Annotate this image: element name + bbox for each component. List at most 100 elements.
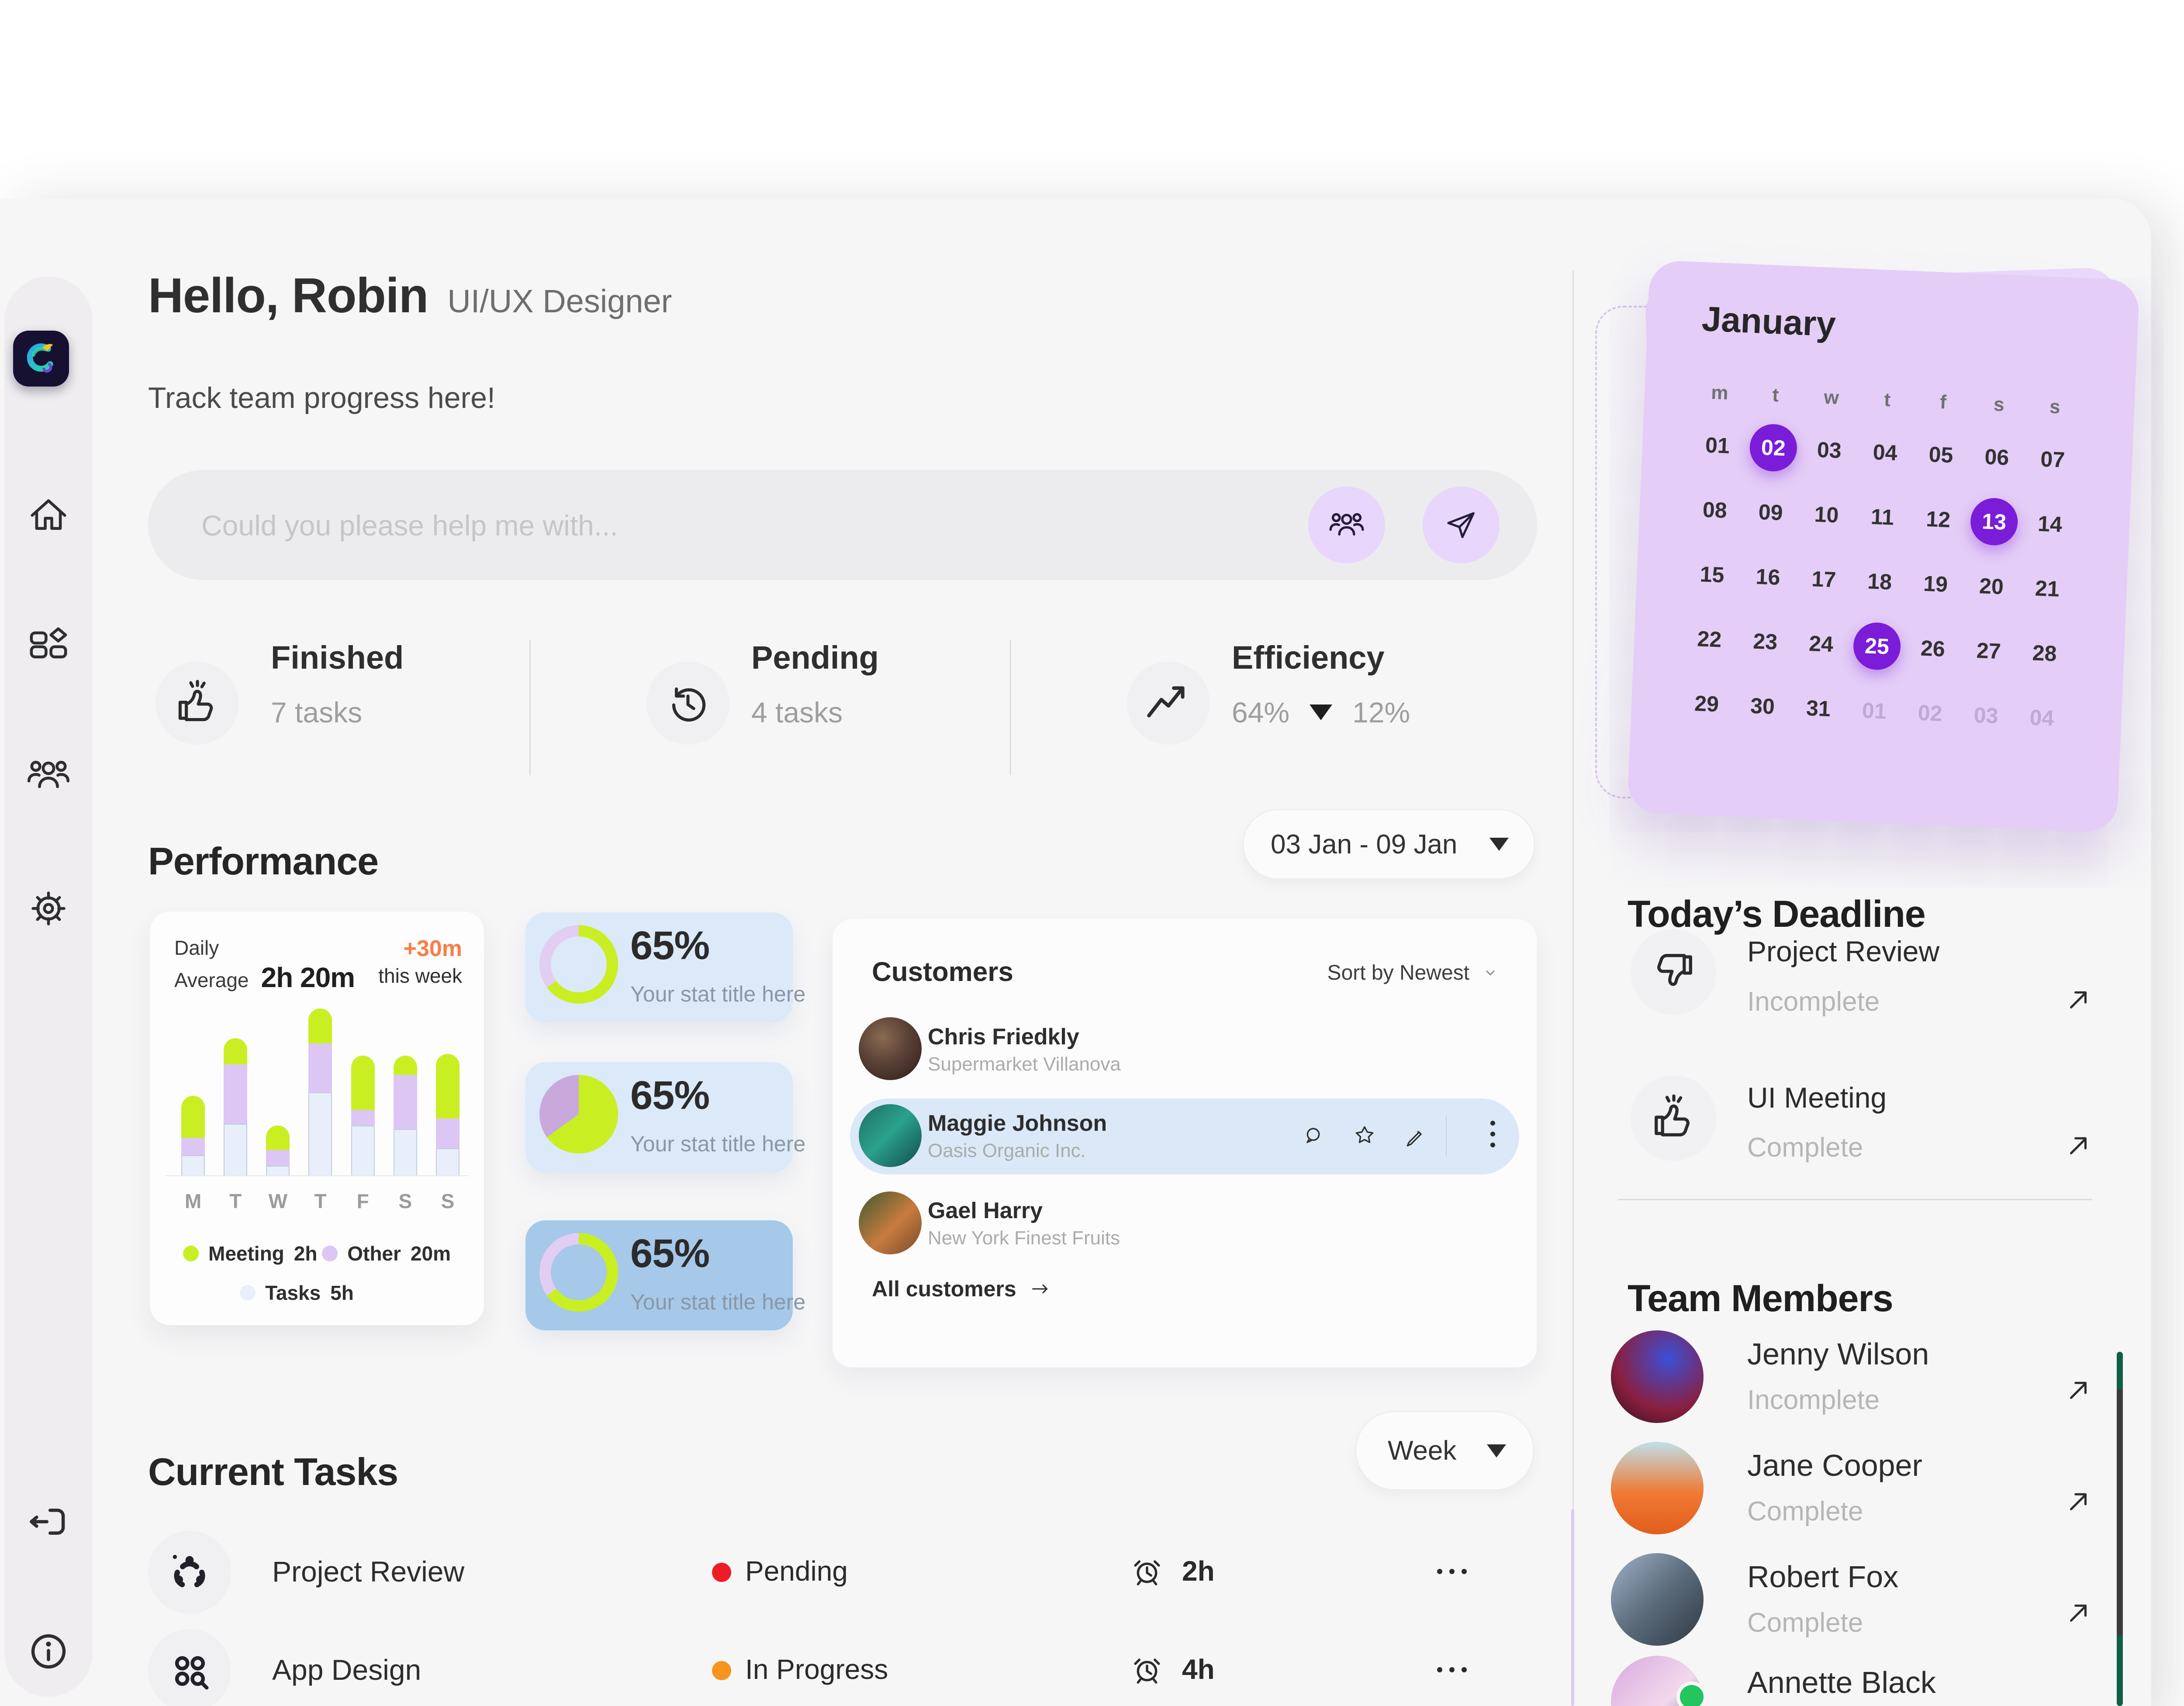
team-scrollbar-thumb[interactable] xyxy=(2117,1389,2123,1636)
calendar-day-06[interactable]: 06 xyxy=(1984,444,2010,470)
calendar-day-01-next[interactable]: 01 xyxy=(1861,698,1887,724)
efficiency-value-row: 64% 12% xyxy=(1232,696,1410,729)
calendar-day-25[interactable]: 25 xyxy=(1848,613,1906,680)
customer-row-selected[interactable] xyxy=(850,1098,1519,1174)
calendar-day-29[interactable]: 29 xyxy=(1694,691,1720,717)
tasks-range-dropdown[interactable]: Week xyxy=(1355,1411,1534,1490)
app-logo[interactable] xyxy=(13,331,69,387)
weekday-header: s xyxy=(2049,396,2061,418)
calendar-day-24[interactable]: 24 xyxy=(1808,631,1834,657)
calendar-card: January m t w t f s s 01 02 03 04 05 06 07 08 09 10 11 12… xyxy=(1627,259,2140,833)
calendar-day-02[interactable]: 02 xyxy=(1744,414,1803,481)
open-link-arrow-icon[interactable] xyxy=(2062,1374,2095,1407)
deadline-item-title: UI Meeting xyxy=(1747,1081,1887,1114)
tasks-scrollbar-thumb[interactable] xyxy=(1571,1509,1574,1706)
calendar-day-22[interactable]: 22 xyxy=(1697,626,1722,652)
calendar-day-31[interactable]: 31 xyxy=(1806,695,1831,722)
all-customers-link[interactable]: All customers xyxy=(872,1276,1051,1302)
bar-segment-meeting xyxy=(224,1038,248,1064)
efficiency-delta: 12% xyxy=(1352,696,1410,729)
daily-average-value: 2h 20m xyxy=(261,962,356,994)
chart-legend: Meeting 2h Other 20m Tasks 5h xyxy=(172,1242,462,1305)
chameleon-logo-icon xyxy=(27,343,53,373)
status-dot xyxy=(712,1661,731,1680)
open-link-arrow-icon[interactable] xyxy=(2062,1485,2095,1519)
calendar-day-26[interactable]: 26 xyxy=(1920,635,1946,661)
chart-bar-0 xyxy=(181,1096,205,1176)
thumbs-up-icon xyxy=(170,677,224,730)
calendar-day-20[interactable]: 20 xyxy=(1979,573,2004,599)
stat-card-visual-0 xyxy=(539,925,618,1004)
more-options-icon[interactable] xyxy=(1490,1121,1495,1147)
calendar-day-19[interactable]: 19 xyxy=(1923,571,1949,597)
sidebar-item-info[interactable] xyxy=(22,1625,75,1678)
calendar-day-13[interactable]: 13 xyxy=(1965,488,2023,555)
calendar-day-30[interactable]: 30 xyxy=(1750,693,1776,719)
sidebar-item-logout[interactable] xyxy=(22,1495,75,1548)
open-link-arrow-icon[interactable] xyxy=(2062,1129,2095,1163)
date-range-dropdown[interactable]: 03 Jan - 09 Jan xyxy=(1243,809,1535,879)
open-link-arrow-icon[interactable] xyxy=(2062,1597,2095,1630)
paper-plane-icon xyxy=(1441,505,1481,545)
ask-team-button[interactable] xyxy=(1308,487,1385,563)
stat-card-1[interactable]: 65% Your stat title here xyxy=(525,912,805,1022)
calendar-day-04-next[interactable]: 04 xyxy=(2029,705,2055,731)
send-button[interactable] xyxy=(1423,487,1500,563)
calendar-day-03[interactable]: 03 xyxy=(1816,437,1842,463)
sidebar-item-team[interactable] xyxy=(22,749,75,801)
more-options-icon[interactable] xyxy=(1437,1569,1467,1574)
customer-name: Maggie Johnson xyxy=(928,1111,1107,1136)
home-icon xyxy=(24,491,73,540)
chevron-down-icon xyxy=(1481,964,1500,983)
calendar-day-08[interactable]: 08 xyxy=(1702,497,1728,523)
dashboard-grid-icon xyxy=(24,621,73,670)
sidebar-item-dashboard[interactable] xyxy=(22,619,75,671)
task-status: In Progress xyxy=(745,1654,888,1685)
task-title: Project Review xyxy=(272,1555,465,1588)
calendar-day-01[interactable]: 01 xyxy=(1705,432,1731,458)
open-link-arrow-icon[interactable] xyxy=(2062,984,2095,1017)
calendar-day-03-next[interactable]: 03 xyxy=(1973,702,1999,729)
stat-card-3[interactable]: 65% Your stat title here xyxy=(525,1220,805,1330)
calendar-day-05[interactable]: 05 xyxy=(1928,442,1954,468)
calendar-day-23[interactable]: 23 xyxy=(1752,629,1778,654)
star-icon[interactable] xyxy=(1350,1121,1379,1150)
calendar-day-07[interactable]: 07 xyxy=(2040,446,2066,473)
pencil-icon[interactable] xyxy=(1401,1121,1430,1150)
calendar-day-09[interactable]: 09 xyxy=(1758,499,1783,525)
search-input[interactable] xyxy=(200,470,1233,581)
calendar-day-10[interactable]: 10 xyxy=(1814,502,1839,528)
calendar-day-11[interactable]: 11 xyxy=(1870,504,1895,530)
sidebar-item-home[interactable] xyxy=(22,489,75,542)
calendar-day-04[interactable]: 04 xyxy=(1872,439,1898,466)
calendar-day-14[interactable]: 14 xyxy=(2037,511,2063,537)
efficiency-down-icon xyxy=(1310,705,1333,720)
calendar-day-21[interactable]: 21 xyxy=(2035,576,2060,601)
member-name: Jenny Wilson xyxy=(1747,1337,1929,1371)
calendar-day-02-next[interactable]: 02 xyxy=(1917,700,1943,726)
calendar-day-12[interactable]: 12 xyxy=(1925,506,1951,532)
bar-segment-meeting xyxy=(181,1096,205,1138)
calendar-day-17[interactable]: 17 xyxy=(1811,566,1837,592)
stat-card-2[interactable]: 65% Your stat title here xyxy=(525,1062,805,1172)
calendar-day-15[interactable]: 15 xyxy=(1699,562,1725,587)
bar-segment-other xyxy=(224,1064,248,1124)
alarm-clock-icon xyxy=(1127,1650,1167,1690)
app-grid-icon xyxy=(165,1646,214,1695)
sidebar-item-settings[interactable] xyxy=(22,882,75,935)
assistant-search-bar xyxy=(148,470,1537,581)
sort-dropdown[interactable]: Sort by Newest xyxy=(1327,961,1500,985)
calendar-day-28[interactable]: 28 xyxy=(2032,640,2057,666)
stats-row: Finished 7 tasks Pending 4 tasks Efficie… xyxy=(148,635,1537,793)
calendar-day-27[interactable]: 27 xyxy=(1976,638,2001,664)
stat-card-visual-1 xyxy=(539,1075,618,1153)
deadline-icon-wrap xyxy=(1631,1075,1716,1161)
task-title: App Design xyxy=(272,1654,422,1686)
chat-icon[interactable] xyxy=(1299,1121,1327,1150)
tasks-color-dot xyxy=(240,1285,256,1301)
chart-bar-4 xyxy=(351,1056,375,1176)
more-options-icon[interactable] xyxy=(1437,1667,1467,1672)
avatar xyxy=(1611,1442,1704,1534)
calendar-day-18[interactable]: 18 xyxy=(1867,569,1893,594)
calendar-day-16[interactable]: 16 xyxy=(1755,564,1781,590)
